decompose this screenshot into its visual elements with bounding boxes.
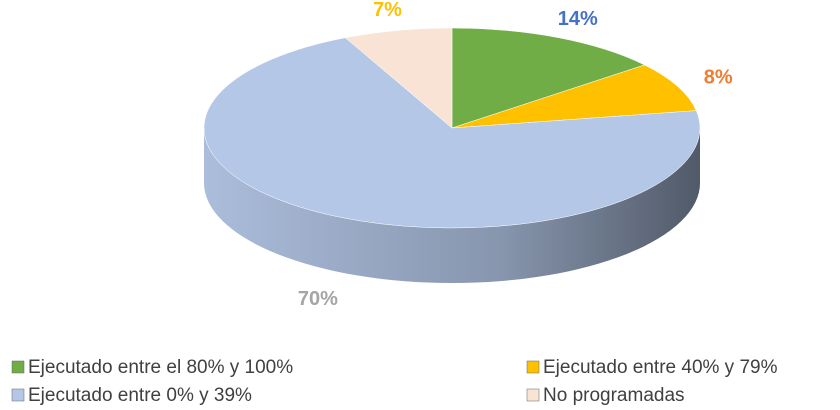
legend-label: Ejecutado entre 0% y 39% xyxy=(28,385,252,406)
data-label: 7% xyxy=(373,0,402,21)
slice xyxy=(451,64,697,129)
legend-marker xyxy=(526,360,540,374)
data-label: 8% xyxy=(704,66,733,88)
slice xyxy=(203,37,701,229)
legend-marker xyxy=(526,388,540,402)
slice xyxy=(344,27,453,129)
legend-marker xyxy=(11,360,25,374)
slice xyxy=(451,27,646,129)
legend-marker xyxy=(11,388,25,402)
legend-label: No programadas xyxy=(543,385,685,406)
data-label: 70% xyxy=(298,288,338,310)
side-shade xyxy=(204,128,700,283)
legend-label: Ejecutado entre 40% y 79% xyxy=(543,357,778,378)
data-label: 14% xyxy=(558,8,598,30)
legend-label: Ejecutado entre el 80% y 100% xyxy=(28,357,293,378)
